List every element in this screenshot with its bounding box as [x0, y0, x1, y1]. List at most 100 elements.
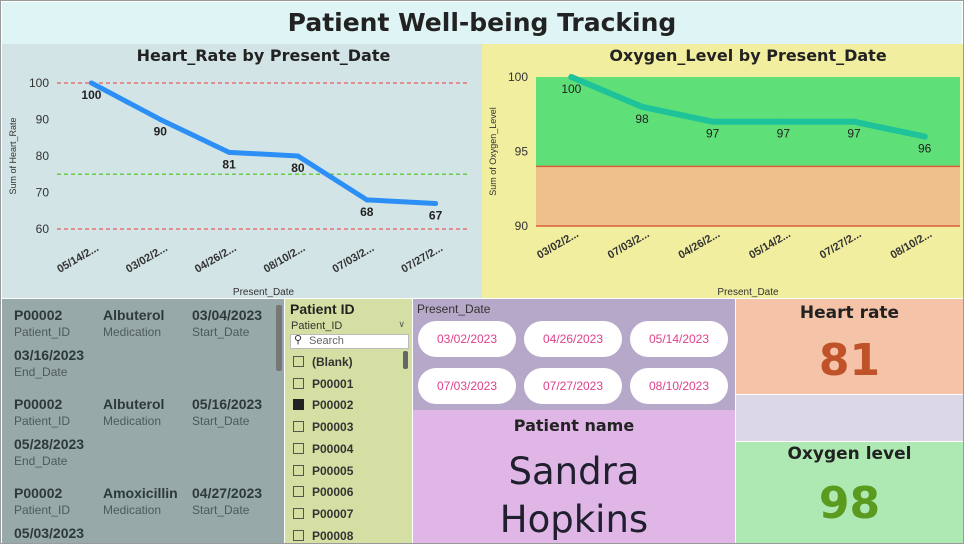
patient-option[interactable]: P00006 — [293, 485, 353, 503]
medication-name-field: Amoxicillin Medication — [103, 485, 178, 517]
oxygen-level-data-label-3: 97 — [777, 127, 791, 141]
heart-rate-x-tick-3: 08/10/2... — [262, 242, 308, 275]
heart-rate-y-tick-0: 100 — [29, 76, 49, 90]
checkbox-icon[interactable] — [293, 507, 304, 519]
medication-name-label: Medication — [103, 503, 162, 517]
medication-list[interactable]: P00002 Patient_ID Albuterol Medication 03/04… — [2, 299, 284, 543]
date-chip[interactable]: 07/03/2023 — [418, 368, 516, 404]
patient-option[interactable]: P00008 — [293, 529, 353, 543]
oxygen-level-x-axis-label: Present_Date — [717, 287, 779, 298]
patient-option[interactable]: P00007 — [293, 507, 353, 525]
heart-rate-chart[interactable]: Heart_Rate by Present_Date 100 90 80 70 60 Sum… — [2, 44, 482, 298]
medication-name-label: Medication — [103, 325, 162, 339]
patient-option[interactable]: P00003 — [293, 420, 353, 438]
patient-slicer-scrollbar[interactable] — [403, 351, 408, 369]
medication-start-date-field: 05/16/2023 Start_Date — [192, 396, 262, 428]
medication-card[interactable]: P00002 Patient_ID Amoxicillin Medication 04/… — [2, 477, 278, 543]
checkbox-icon[interactable] — [293, 442, 304, 454]
patient-option[interactable]: P00005 — [293, 464, 353, 482]
date-slicer-title: Present_Date — [417, 302, 491, 316]
oxygen-level-data-point-0 — [568, 74, 575, 80]
patient-option[interactable]: P00002 — [293, 398, 353, 416]
medication-start-date: 05/16/2023 — [192, 396, 263, 412]
medication-patient-id-field: P00002 Patient_ID — [14, 485, 70, 517]
date-chip[interactable]: 05/14/2023 — [630, 321, 728, 357]
heart-rate-value: 81 — [818, 335, 881, 386]
medication-name-label: Medication — [103, 414, 162, 428]
checkbox-icon[interactable] — [293, 399, 304, 411]
heart-rate-data-label-3: 80 — [291, 161, 305, 175]
patient-option-label: P00006 — [312, 485, 354, 500]
date-chip[interactable]: 07/27/2023 — [524, 368, 622, 404]
heart-rate-series-line — [88, 80, 439, 206]
medication-end-date: 03/16/2023 — [14, 347, 85, 363]
oxygen-level-x-tick-4: 07/27/2... — [818, 228, 864, 261]
medication-end-date: 05/28/2023 — [14, 436, 85, 452]
heart-rate-x-tick-1: 03/02/2... — [124, 242, 170, 275]
present-date-slicer[interactable]: Present_Date 03/02/2023 04/26/2023 05/14/2… — [413, 299, 735, 410]
heart-rate-data-point-4 — [364, 197, 370, 203]
heart-rate-data-label-1: 90 — [154, 124, 168, 138]
patient-name-card: Patient name Sandra Hopkins — [413, 410, 735, 543]
oxygen-level-data-point-2 — [709, 118, 716, 125]
medication-patient-id: P00002 — [14, 396, 63, 412]
heart-rate-x-tick-0: 05/14/2... — [55, 242, 101, 275]
checkbox-icon[interactable] — [293, 356, 304, 367]
heart-rate-y-tick-1: 90 — [36, 112, 50, 126]
date-chip[interactable]: 08/10/2023 — [630, 368, 728, 404]
medication-name: Albuterol — [103, 396, 165, 412]
date-chip[interactable]: 04/26/2023 — [524, 321, 622, 357]
oxygen-level-y-tick-0: 100 — [508, 70, 528, 84]
checkbox-icon[interactable] — [293, 377, 304, 389]
medication-patient-id-field: P00002 Patient_ID — [14, 307, 70, 339]
patient-option-label: P00004 — [312, 441, 354, 456]
oxygen-level-data-label-2: 97 — [706, 127, 720, 141]
patient-search-input[interactable]: ⚲ Search — [290, 334, 409, 349]
patient-option[interactable]: P00004 — [293, 442, 353, 460]
patient-slicer-field-label: Patient_ID — [291, 320, 343, 332]
oxygen-level-data-point-5 — [921, 133, 928, 140]
oxygen-level-data-label-0: 100 — [561, 82, 581, 96]
patient-option[interactable]: P00001 — [293, 377, 353, 395]
heart-rate-data-point-5 — [433, 200, 439, 206]
oxygen-level-data-label-1: 98 — [635, 112, 649, 126]
patient-id-slicer[interactable]: Patient ID Patient_ID ∨ ⚲ Search (Blank)… — [285, 299, 412, 543]
checkbox-icon[interactable] — [293, 529, 304, 541]
oxygen-level-chart[interactable]: Oxygen_Level by Present_Date 100 95 90 Sum o… — [482, 44, 963, 298]
medication-start-date: 04/27/2023 — [192, 485, 263, 501]
oxygen-level-x-tick-0: 03/02/2... — [535, 228, 581, 261]
heart-rate-x-tick-5: 07/27/2... — [399, 242, 445, 275]
checkbox-icon[interactable] — [293, 421, 304, 433]
patient-name-label: Patient name — [513, 416, 635, 435]
patient-option[interactable]: (Blank) — [293, 355, 353, 373]
patient-slicer-field[interactable]: Patient_ID ∨ — [291, 319, 407, 334]
heart-rate-label: Heart rate — [799, 303, 900, 323]
oxygen-level-value: 98 — [818, 478, 881, 529]
heart-rate-x-axis-label: Present_Date — [233, 287, 295, 298]
heart-rate-data-point-1 — [157, 116, 163, 122]
spacer-card — [736, 395, 963, 441]
medication-card[interactable]: P00002 Patient_ID Albuterol Medication 03/04… — [2, 299, 278, 389]
medication-name: Albuterol — [103, 307, 165, 323]
checkbox-icon[interactable] — [293, 464, 304, 476]
dashboard-title: Patient Well-being Tracking — [287, 8, 677, 37]
date-chip[interactable]: 03/02/2023 — [418, 321, 516, 357]
medication-list-scrollbar[interactable] — [276, 305, 282, 371]
medication-start-date-label: Start_Date — [192, 503, 250, 517]
oxygen-level-chart-svg: Oxygen_Level by Present_Date 100 95 90 Sum o… — [488, 46, 960, 298]
heart-rate-y-tick-2: 80 — [36, 149, 50, 163]
chevron-down-icon[interactable]: ∨ — [398, 319, 405, 329]
checkbox-icon[interactable] — [293, 486, 304, 498]
patient-option-label: P00005 — [312, 463, 354, 478]
medication-card[interactable]: P00002 Patient_ID Albuterol Medication 05/16… — [2, 388, 278, 478]
oxygen-level-data-point-1 — [639, 103, 645, 110]
patient-slicer-title: Patient ID — [290, 301, 355, 317]
oxygen-level-x-tick-1: 07/03/2... — [606, 228, 652, 261]
medication-name-field: Albuterol Medication — [103, 307, 164, 339]
medication-patient-id-label: Patient_ID — [14, 503, 71, 517]
medication-start-date-label: Start_Date — [192, 414, 250, 428]
patient-option-label: P00002 — [312, 398, 354, 413]
oxygen-level-band-1 — [536, 166, 960, 226]
medication-name-field: Albuterol Medication — [103, 396, 164, 428]
heart-rate-card: Heart rate 81 — [736, 299, 963, 394]
